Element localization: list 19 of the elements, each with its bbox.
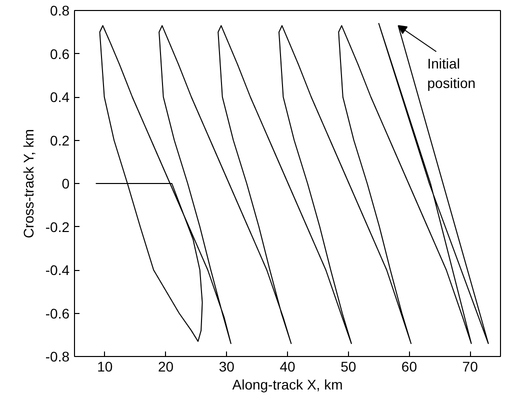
x-tick-label: 10 (97, 358, 113, 374)
y-tick-label: 0.6 (50, 46, 70, 62)
y-tick-label: 0 (62, 176, 70, 192)
y-tick-label: 0.4 (50, 89, 70, 105)
x-axis-title: Along-track X, km (232, 376, 343, 392)
y-tick-label: -0.8 (45, 348, 70, 364)
x-tick-label: 40 (280, 358, 296, 374)
x-tick-label: 20 (158, 358, 174, 374)
y-tick-label: 0.8 (50, 2, 70, 18)
x-tick-label: 50 (340, 358, 356, 374)
x-tick-label: 60 (401, 358, 418, 374)
x-tick-label: 70 (462, 358, 478, 374)
y-tick-label: 0.2 (50, 132, 70, 148)
x-tick-label: 30 (218, 358, 235, 374)
annotation: Initial position (427, 56, 476, 91)
y-tick-label: -0.6 (45, 305, 70, 322)
y-axis-title: Cross-track Y, km (20, 129, 36, 238)
y-tick-label: -0.2 (45, 218, 70, 235)
y-tick-label: -0.4 (45, 262, 70, 278)
